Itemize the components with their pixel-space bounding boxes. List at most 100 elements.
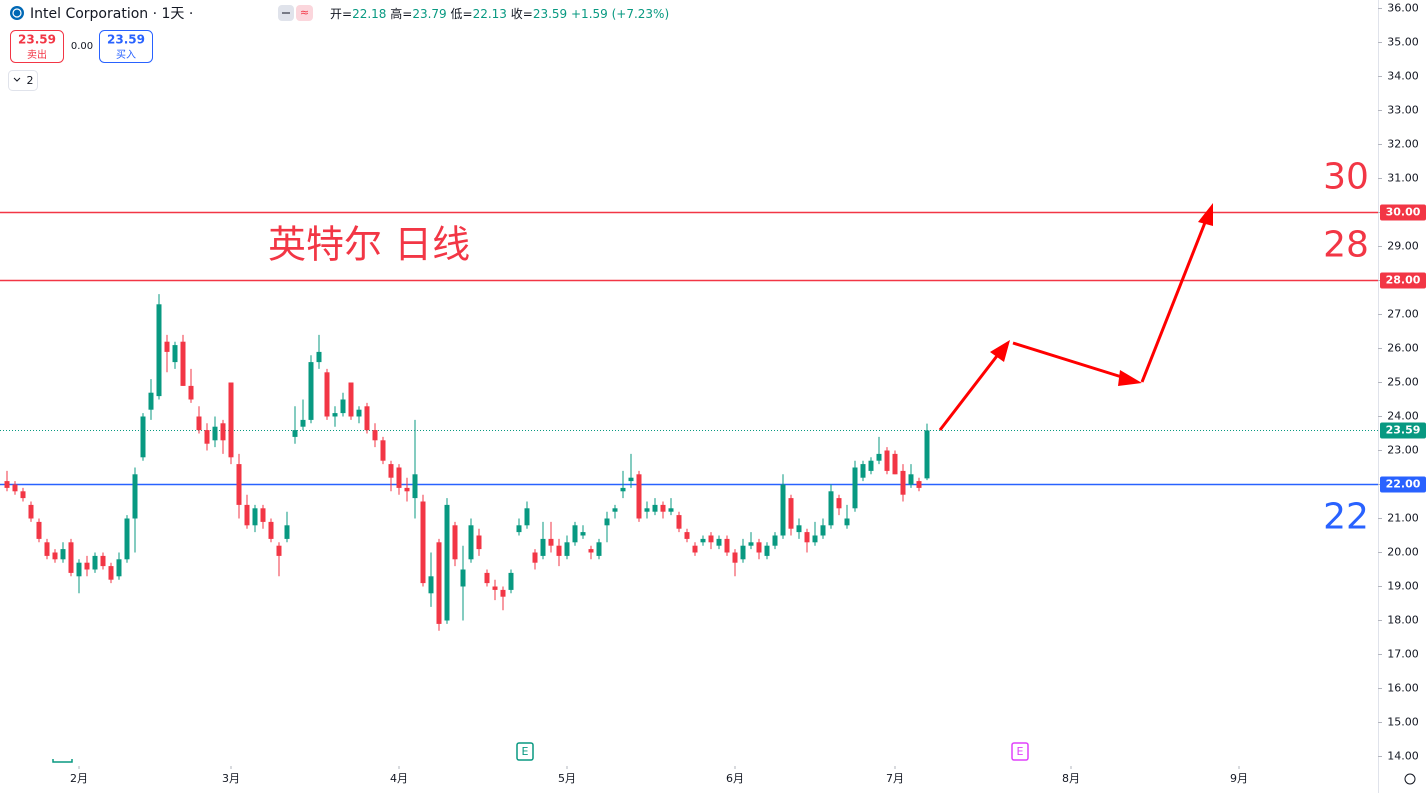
x-tick-label: 8月 xyxy=(1062,772,1080,785)
candle-body xyxy=(572,525,578,543)
candle-body xyxy=(180,341,186,386)
candle-body xyxy=(284,525,290,539)
y-tick-label: 33.00 xyxy=(1387,104,1419,117)
candle-body xyxy=(148,392,154,410)
candle-body xyxy=(252,508,258,526)
candle-body xyxy=(132,474,138,519)
ohlc-header: 开=22.18 高=23.79 低=22.13 收=23.59 +1.59 (+… xyxy=(330,6,669,21)
candle-body xyxy=(484,572,490,584)
candle-body xyxy=(844,518,850,526)
spread: 0.00 xyxy=(71,41,93,52)
plot-area xyxy=(0,211,1378,631)
candle-body xyxy=(772,535,778,546)
ohlc-value: 23.59 xyxy=(533,7,567,21)
candle-body xyxy=(764,545,770,556)
chart-title: 英特尔 日线 xyxy=(268,223,470,267)
last-price-label: 23.59 xyxy=(1386,423,1421,436)
candle-body xyxy=(476,535,482,550)
candle-body xyxy=(588,549,594,553)
y-tick-label: 26.00 xyxy=(1387,342,1419,355)
candle-body xyxy=(500,589,506,597)
candle-body xyxy=(612,508,618,512)
candle-body xyxy=(460,569,466,587)
candle-body xyxy=(468,525,474,560)
arrow-path xyxy=(938,219,1208,431)
candle-body xyxy=(268,521,274,539)
candle-body xyxy=(852,467,858,509)
candle-body xyxy=(420,501,426,584)
y-tick-label: 17.00 xyxy=(1387,648,1419,661)
candle-body xyxy=(220,423,226,441)
y-tick-label: 34.00 xyxy=(1387,70,1419,83)
candle-body xyxy=(212,426,218,441)
candle-body xyxy=(52,552,58,560)
y-tick-label: 16.00 xyxy=(1387,682,1419,695)
ohlc-key: 高= xyxy=(390,6,412,21)
candle-body xyxy=(204,430,210,444)
y-tick-label: 18.00 xyxy=(1387,614,1419,627)
candle-body xyxy=(140,416,146,458)
settings-icon[interactable] xyxy=(1404,773,1416,785)
x-tick-label: 4月 xyxy=(390,772,408,785)
last-price-box xyxy=(1380,422,1426,439)
candle-body xyxy=(708,535,714,543)
candle-body xyxy=(156,304,162,397)
candle-body xyxy=(644,508,650,512)
candle-body xyxy=(100,555,106,567)
y-tick-label: 23.00 xyxy=(1387,444,1419,457)
price-label: 28.00 xyxy=(1386,274,1421,287)
buy-button[interactable] xyxy=(99,30,153,63)
symbol: Intel Corporation · 1天 · xyxy=(30,6,193,22)
candle-body xyxy=(620,487,626,492)
candle-body xyxy=(564,542,570,556)
layers-button[interactable] xyxy=(8,70,38,91)
candle-body xyxy=(292,430,298,437)
indicator-toggle[interactable] xyxy=(296,5,313,21)
candle-body xyxy=(788,498,794,529)
price-label-box xyxy=(1380,476,1426,493)
price-label-box xyxy=(1380,272,1426,289)
ohlc-key: 收= xyxy=(511,7,533,21)
candle-body xyxy=(388,464,394,478)
buy-price: 23.59 xyxy=(107,33,145,47)
y-tick-label: 31.00 xyxy=(1387,172,1419,185)
y-tick-label: 27.00 xyxy=(1387,308,1419,321)
ohlc-value: 22.13 xyxy=(473,7,507,21)
candle-body xyxy=(396,467,402,488)
candle-body xyxy=(84,562,90,570)
candle-body xyxy=(4,481,10,488)
candle-body xyxy=(444,504,450,621)
level-annotation: 28 xyxy=(1323,225,1369,266)
candle-body xyxy=(812,535,818,543)
y-tick-label: 32.00 xyxy=(1387,138,1419,151)
level-annotation: 30 xyxy=(1323,157,1369,198)
x-tick-label: 9月 xyxy=(1230,772,1248,785)
candle-body xyxy=(236,464,242,505)
candle-body xyxy=(516,525,522,533)
price-label: 22.00 xyxy=(1386,478,1421,491)
candle-body xyxy=(804,532,810,543)
y-tick-label: 35.00 xyxy=(1387,36,1419,49)
sell-label: 卖出 xyxy=(27,48,47,61)
candle-body xyxy=(60,549,66,560)
level-annotation: 22 xyxy=(1323,497,1369,538)
candle-body xyxy=(524,508,530,526)
candle-body xyxy=(660,504,666,512)
candle-body xyxy=(740,545,746,560)
candle-body xyxy=(532,552,538,563)
candle-body xyxy=(12,484,18,492)
candle-body xyxy=(796,525,802,533)
candle-body xyxy=(260,508,266,522)
candle-body xyxy=(28,504,34,519)
candle-body xyxy=(676,515,682,529)
sell-button[interactable] xyxy=(10,30,64,63)
logo xyxy=(10,6,24,20)
candle-body xyxy=(244,504,250,526)
candle-body xyxy=(308,362,314,420)
y-tick-label: 15.00 xyxy=(1387,716,1419,729)
candle-body xyxy=(172,345,178,363)
ohlc-value: 22.18 xyxy=(352,7,386,21)
candle-body xyxy=(900,470,906,495)
layers-count: 2 xyxy=(27,74,34,87)
candle-body xyxy=(596,542,602,556)
